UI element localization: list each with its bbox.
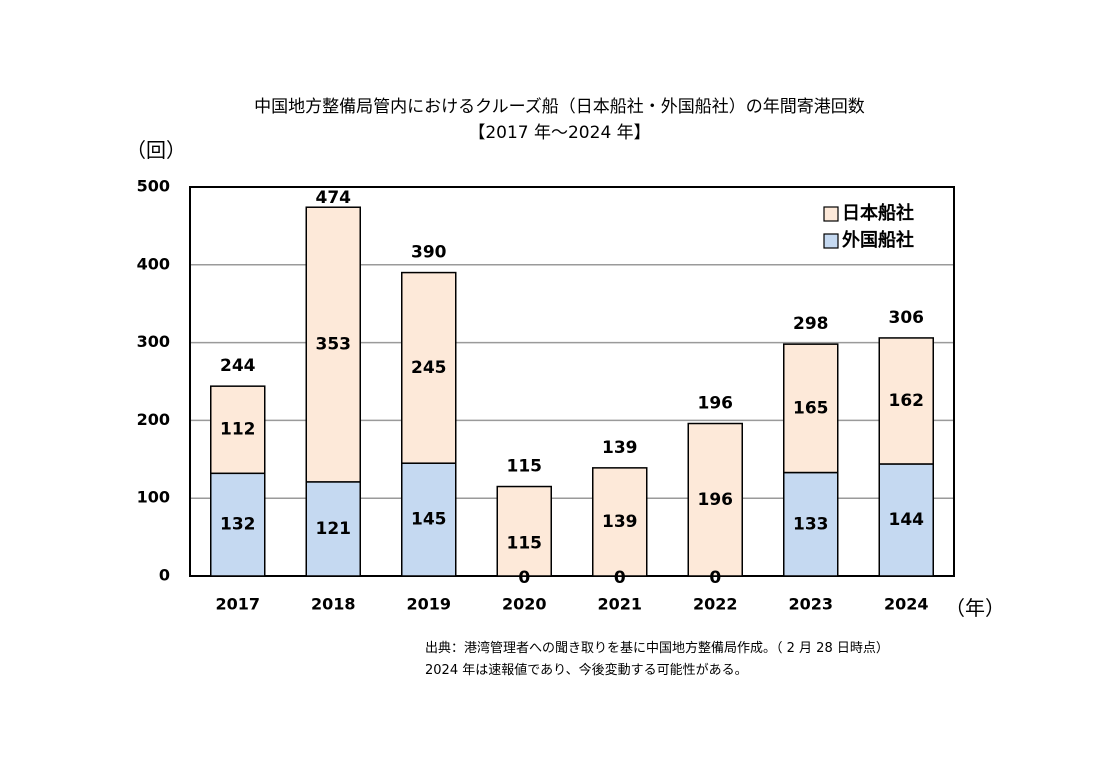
data-label-total-2018: 474 <box>316 188 352 208</box>
bar-domestic-2019 <box>401 271 457 464</box>
legend-label-domestic: 日本船社 <box>842 202 914 224</box>
data-label-foreign-2019: 145 <box>411 510 447 530</box>
bar-domestic-2020 <box>496 485 552 577</box>
y-tick-label: 0 <box>159 566 170 585</box>
bar-foreign-2017 <box>210 472 266 577</box>
data-label-total-2024: 306 <box>889 308 925 328</box>
data-label-domestic-2020: 115 <box>507 533 543 553</box>
bar-foreign-2018 <box>305 481 361 577</box>
y-tick-label: 300 <box>137 332 170 351</box>
y-tick-label: 200 <box>137 410 170 429</box>
data-label-domestic-2022: 196 <box>698 490 734 510</box>
data-label-total-2022: 196 <box>698 394 734 414</box>
data-label-foreign-2024: 144 <box>889 510 925 530</box>
data-label-total-2019: 390 <box>411 243 447 263</box>
data-label-foreign-2020: 0 <box>518 568 530 588</box>
data-label-total-2021: 139 <box>602 438 638 458</box>
data-label-total-2020: 115 <box>507 457 543 477</box>
data-label-domestic-2019: 245 <box>411 358 447 378</box>
data-label-foreign-2022: 0 <box>709 568 721 588</box>
data-label-domestic-2018: 353 <box>316 335 352 355</box>
preliminary-note: 2024 年は速報値であり、今後変動する可能性がある。 <box>425 663 748 678</box>
legend-swatch-domestic <box>823 206 839 222</box>
data-label-domestic-2021: 139 <box>602 512 638 532</box>
bar-foreign-2024 <box>878 463 934 577</box>
bar-domestic-2023 <box>783 343 839 474</box>
bar-domestic-2024 <box>878 337 934 465</box>
data-label-total-2023: 298 <box>793 314 829 334</box>
data-label-domestic-2023: 165 <box>793 398 829 418</box>
bar-domestic-2018 <box>305 206 361 483</box>
bar-domestic-2022 <box>687 422 743 577</box>
x-tick-label-2020: 2020 <box>502 595 547 614</box>
x-tick-label-2021: 2021 <box>597 595 642 614</box>
bar-foreign-2019 <box>401 462 457 577</box>
plot-area-border <box>189 186 955 577</box>
data-label-foreign-2018: 121 <box>316 519 352 539</box>
data-label-foreign-2021: 0 <box>614 568 626 588</box>
x-tick-label-2018: 2018 <box>311 595 356 614</box>
data-label-domestic-2017: 112 <box>220 420 256 440</box>
x-tick-label-2022: 2022 <box>693 595 738 614</box>
source-note: 出典：港湾管理者への聞き取りを基に中国地方整備局作成。（ 2 月 28 日時点） <box>425 641 889 656</box>
chart-title-line1: 中国地方整備局管内におけるクルーズ船（日本船社・外国船社）の年間寄港回数 <box>254 97 865 117</box>
y-axis-unit: （回） <box>126 138 186 162</box>
data-label-total-2017: 244 <box>220 356 256 376</box>
x-axis-unit: （年） <box>945 596 1005 620</box>
y-tick-label: 400 <box>137 254 170 273</box>
legend-swatch-foreign <box>823 233 839 249</box>
chart-title-line2: 【2017 年～2024 年】 <box>468 123 651 143</box>
data-label-foreign-2023: 133 <box>793 514 829 534</box>
bar-domestic-2021 <box>592 467 648 577</box>
bar-domestic-2017 <box>210 385 266 475</box>
x-tick-label-2023: 2023 <box>788 595 833 614</box>
x-tick-label-2024: 2024 <box>884 595 929 614</box>
x-tick-label-2017: 2017 <box>215 595 260 614</box>
data-label-foreign-2017: 132 <box>220 515 256 535</box>
data-label-domestic-2024: 162 <box>889 391 925 411</box>
y-tick-label: 500 <box>137 177 170 196</box>
legend-label-foreign: 外国船社 <box>842 229 914 251</box>
x-tick-label-2019: 2019 <box>406 595 451 614</box>
y-tick-label: 100 <box>137 488 170 507</box>
bar-foreign-2023 <box>783 471 839 577</box>
